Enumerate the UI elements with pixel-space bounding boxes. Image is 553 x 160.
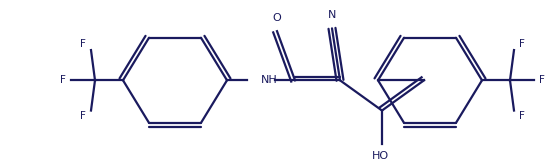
Text: F: F: [60, 75, 66, 85]
Text: F: F: [80, 111, 86, 121]
Text: F: F: [519, 111, 525, 121]
Text: N: N: [328, 10, 336, 20]
Text: HO: HO: [372, 151, 389, 160]
Text: F: F: [80, 39, 86, 49]
Text: NH: NH: [261, 75, 278, 85]
Text: F: F: [519, 39, 525, 49]
Text: F: F: [539, 75, 545, 85]
Text: O: O: [273, 13, 281, 23]
